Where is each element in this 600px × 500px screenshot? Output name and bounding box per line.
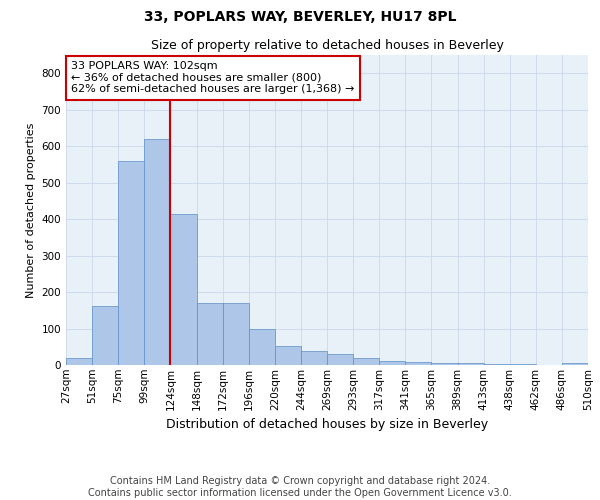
Text: 33 POPLARS WAY: 102sqm
← 36% of detached houses are smaller (800)
62% of semi-de: 33 POPLARS WAY: 102sqm ← 36% of detached… [71, 61, 355, 94]
Bar [249, 328, 275, 365]
Bar [353, 358, 379, 365]
Bar [301, 351, 327, 365]
Bar [406, 362, 431, 365]
Bar [197, 303, 223, 365]
Y-axis label: Number of detached properties: Number of detached properties [26, 122, 36, 298]
Bar [118, 161, 145, 365]
Bar [327, 354, 353, 365]
Bar [145, 139, 170, 365]
Bar [170, 214, 197, 365]
Bar [66, 358, 92, 365]
Bar [223, 303, 249, 365]
Bar [458, 363, 484, 365]
Bar [431, 363, 458, 365]
Bar [562, 363, 588, 365]
Title: Size of property relative to detached houses in Beverley: Size of property relative to detached ho… [151, 40, 503, 52]
Bar [275, 346, 301, 365]
Bar [92, 306, 118, 365]
X-axis label: Distribution of detached houses by size in Beverley: Distribution of detached houses by size … [166, 418, 488, 431]
Text: Contains HM Land Registry data © Crown copyright and database right 2024.
Contai: Contains HM Land Registry data © Crown c… [88, 476, 512, 498]
Bar [379, 360, 406, 365]
Bar [510, 364, 536, 365]
Bar [484, 364, 510, 365]
Text: 33, POPLARS WAY, BEVERLEY, HU17 8PL: 33, POPLARS WAY, BEVERLEY, HU17 8PL [144, 10, 456, 24]
